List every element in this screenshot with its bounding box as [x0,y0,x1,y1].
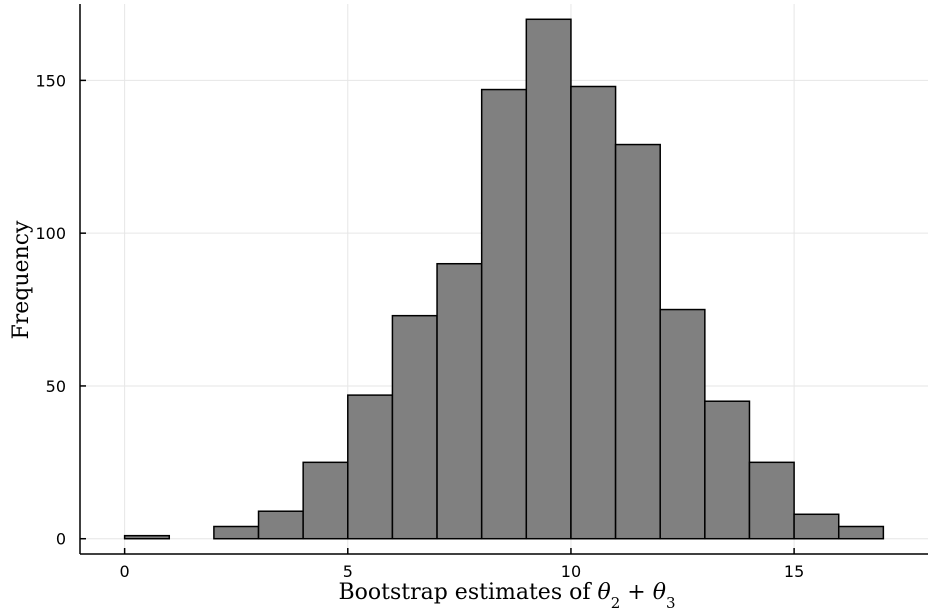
histogram-bar [525,18,572,540]
x-axis-label-sub-1: 2 [611,594,621,611]
histogram-bar [123,534,171,540]
histogram-bar [570,85,617,540]
histogram-bar [436,262,483,540]
histogram-bar [793,513,840,540]
histogram-bar [480,88,528,540]
y-axis-label: Frequency [9,220,34,340]
histogram-bar [614,143,661,540]
histogram-bar [257,510,304,540]
histogram-bar [704,400,751,540]
x-axis-label-theta-2: θ [653,580,666,605]
histogram-bar [837,525,885,540]
x-axis-label-plus: + [620,580,652,605]
histogram-bar [347,394,394,540]
histogram-bars [123,18,885,540]
histogram-bar [659,308,706,540]
x-tick-label: 5 [343,562,353,581]
histogram-bar [391,314,438,540]
x-axis-label-main: Bootstrap estimates of [338,580,597,605]
x-tick-label: 10 [561,562,581,581]
y-tick-label: 50 [46,377,66,396]
x-tick-label: 0 [120,562,130,581]
y-tick-label: 150 [35,71,66,90]
x-axis-label-sub-2: 3 [666,594,676,611]
x-axis-label: Bootstrap estimates of θ2 + θ3 [338,580,675,611]
x-tick-label: 15 [784,562,804,581]
histogram-bar [302,461,349,540]
histogram-bar [213,525,260,540]
y-tick-label: 100 [35,224,66,243]
y-tick-label: 0 [56,530,66,549]
axes [79,4,928,555]
histogram-bar [748,461,795,540]
x-axis-label-theta-1: θ [598,580,611,605]
